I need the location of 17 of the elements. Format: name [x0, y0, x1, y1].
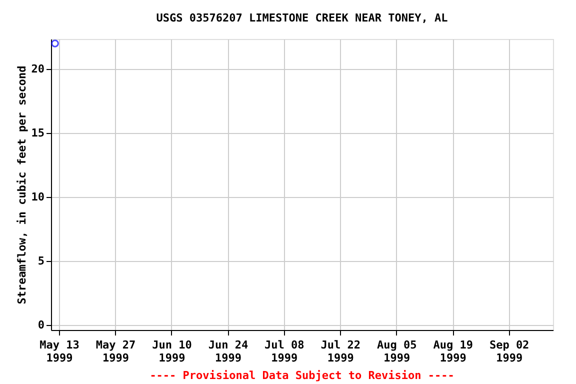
- x-tick-label: Aug 19 1999: [433, 338, 473, 364]
- y-axis-title: Streamflow, in cubic feet per second: [15, 66, 28, 304]
- x-tick-label: Jul 22 1999: [320, 338, 361, 364]
- y-tick-label: 20: [31, 62, 44, 76]
- x-tick-label: Jun 24 1999: [208, 338, 248, 364]
- chart-title: USGS 03576207 LIMESTONE CREEK NEAR TONEY, AL: [156, 11, 448, 24]
- x-tick-label: Sep 02 1999: [489, 338, 530, 364]
- y-tick-label: 15: [31, 126, 44, 140]
- y-tick-label: 0: [38, 318, 44, 332]
- x-tick-label: May 27 1999: [96, 338, 136, 364]
- y-tick-label: 10: [31, 190, 44, 204]
- x-tick-label: Aug 05 1999: [377, 338, 417, 364]
- x-tick-label: May 13 1999: [40, 338, 80, 364]
- x-tick-label: Jun 10 1999: [152, 338, 192, 364]
- x-tick-label: Jul 08 1999: [264, 338, 304, 364]
- text: ---- Provisional Data Subject to Revision ----: [150, 369, 454, 382]
- y-tick-label: 5: [38, 254, 44, 268]
